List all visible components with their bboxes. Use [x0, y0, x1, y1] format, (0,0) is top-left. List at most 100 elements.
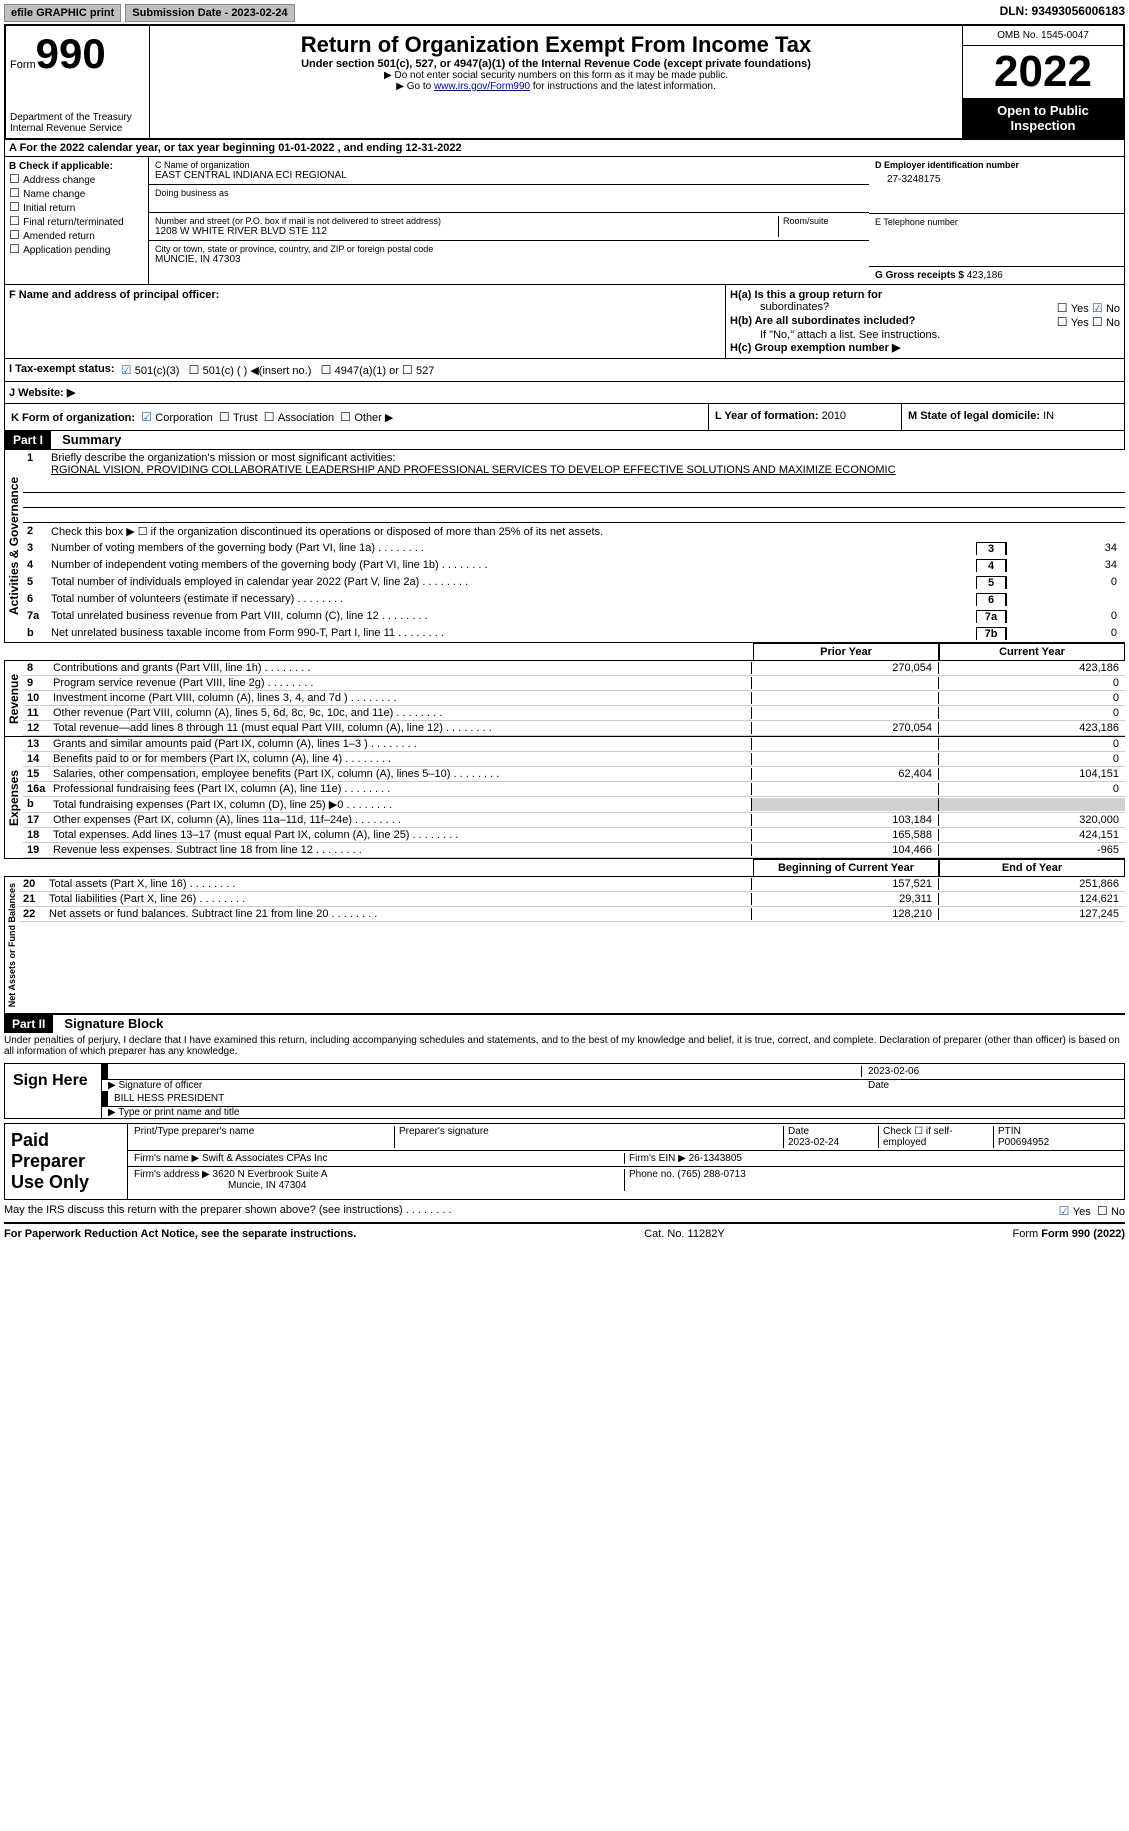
form-subtitle: Under section 501(c), 527, or 4947(a)(1)… [156, 58, 956, 70]
mission-lbl: Briefly describe the organization's miss… [51, 452, 395, 464]
fin-row: 22Net assets or fund balances. Subtract … [19, 907, 1125, 922]
note-goto-post: for instructions and the latest informat… [530, 81, 716, 92]
room-lbl: Room/suite [783, 216, 863, 226]
state-lbl: M State of legal domicile: [908, 410, 1040, 422]
pra-text: For Paperwork Reduction Act Notice, see … [4, 1228, 356, 1240]
fin-row: 16aProfessional fundraising fees (Part I… [23, 782, 1125, 797]
gov-row: bNet unrelated business taxable income f… [23, 625, 1125, 642]
eoy-hdr: End of Year [939, 859, 1125, 876]
fin-row: bTotal fundraising expenses (Part IX, co… [23, 797, 1125, 813]
irs-link[interactable]: www.irs.gov/Form990 [434, 81, 530, 92]
gov-row: 4Number of independent voting members of… [23, 557, 1125, 574]
gov-row: 7aTotal unrelated business revenue from … [23, 608, 1125, 625]
prep-date: 2023-02-24 [788, 1137, 839, 1148]
penalties-text: Under penalties of perjury, I declare th… [4, 1033, 1125, 1059]
part2-badge: Part II [4, 1015, 53, 1033]
tax-status-lbl: I Tax-exempt status: [9, 363, 115, 377]
chk-name[interactable]: Name change [9, 189, 85, 200]
vert-expenses: Expenses [4, 737, 23, 858]
org-name-lbl: C Name of organization [155, 160, 863, 170]
hb-yes[interactable]: Yes [1057, 317, 1089, 329]
preparer-block: Paid Preparer Use Only Print/Type prepar… [4, 1123, 1125, 1200]
chk-pending[interactable]: Application pending [9, 245, 110, 256]
discuss-yes[interactable]: Yes [1059, 1206, 1091, 1218]
section-a: A For the 2022 calendar year, or tax yea… [4, 140, 1125, 157]
officer-name-lbl: Type or print name and title [102, 1107, 1124, 1118]
omb-number: OMB No. 1545-0047 [963, 26, 1123, 46]
part2-title: Signature Block [56, 1014, 171, 1033]
sec-f-lbl: F Name and address of principal officer: [9, 289, 219, 301]
gross-value: 423,186 [967, 270, 1003, 281]
chk-trust[interactable]: Trust [219, 412, 258, 424]
fin-row: 20Total assets (Part X, line 16)157,5212… [19, 877, 1125, 892]
hb-no[interactable]: No [1092, 317, 1120, 329]
part1-revenue: Revenue 8Contributions and grants (Part … [4, 661, 1125, 737]
line2-text: Check this box ▶ ☐ if the organization d… [51, 525, 1121, 538]
boy-hdr: Beginning of Current Year [753, 859, 939, 876]
firm-addr: 3620 N Everbrook Suite A [213, 1169, 328, 1180]
ha-no[interactable]: No [1092, 303, 1120, 315]
dba-lbl: Doing business as [155, 188, 863, 198]
part2-header-row: Part II Signature Block [4, 1015, 1125, 1033]
sec-b-title: B Check if applicable: [9, 161, 113, 172]
discuss-row: May the IRS discuss this return with the… [4, 1200, 1125, 1224]
firm-lbl: Firm's name ▶ [134, 1153, 199, 1164]
sig-officer-lbl: Signature of officer [108, 1080, 868, 1091]
chk-527[interactable]: 527 [402, 363, 434, 377]
website-lbl: J Website: ▶ [9, 386, 75, 399]
chk-amended[interactable]: Amended return [9, 231, 95, 242]
discuss-text: May the IRS discuss this return with the… [4, 1204, 452, 1218]
sig-date-lbl: Date [868, 1080, 1118, 1091]
chk-corp[interactable]: Corporation [141, 412, 213, 424]
firm-ein: 26-1343805 [689, 1153, 742, 1164]
hb-note: If "No," attach a list. See instructions… [730, 329, 1120, 341]
firm-phone: (765) 288-0713 [677, 1169, 745, 1180]
chk-4947[interactable]: 4947(a)(1) or [321, 363, 399, 377]
chk-final[interactable]: Final return/terminated [9, 217, 124, 228]
section-i: I Tax-exempt status: 501(c)(3) 501(c) ( … [4, 359, 1125, 382]
sections-b-to-g: B Check if applicable: Address change Na… [4, 157, 1125, 285]
fin-row: 10Investment income (Part VIII, column (… [23, 691, 1125, 706]
sec-a-text: A For the 2022 calendar year, or tax yea… [9, 142, 462, 154]
fin-header-row: Prior YearCurrent Year [4, 643, 1125, 661]
sections-f-h: F Name and address of principal officer:… [4, 285, 1125, 359]
submission-btn[interactable]: Submission Date - 2023-02-24 [125, 4, 294, 22]
prep-sig-lbl: Preparer's signature [395, 1126, 784, 1148]
year-form-lbl: L Year of formation: [715, 410, 819, 422]
fin-row: 18Total expenses. Add lines 13–17 (must … [23, 828, 1125, 843]
sections-d-e-g: D Employer identification number 27-3248… [869, 157, 1124, 284]
chk-address[interactable]: Address change [9, 175, 95, 186]
efile-btn[interactable]: efile GRAPHIC print [4, 4, 121, 22]
discuss-no[interactable]: No [1097, 1206, 1125, 1218]
form-header: Form990 Department of the Treasury Inter… [4, 24, 1125, 140]
part1-badge: Part I [5, 431, 51, 449]
ptin-lbl: PTIN [998, 1126, 1021, 1137]
ha-lbl: H(a) Is this a group return for [730, 289, 882, 301]
year-form-val: 2010 [822, 410, 846, 422]
mission-text: RGIONAL VISION, PROVIDING COLLABORATIVE … [51, 464, 896, 476]
chk-501c3[interactable]: 501(c)(3) [121, 363, 180, 377]
firm-name: Swift & Associates CPAs Inc [202, 1153, 327, 1164]
fin-row: 11Other revenue (Part VIII, column (A), … [23, 706, 1125, 721]
org-name: EAST CENTRAL INDIANA ECI REGIONAL [155, 170, 863, 181]
cat-no: Cat. No. 11282Y [644, 1228, 725, 1240]
footer-row: For Paperwork Reduction Act Notice, see … [4, 1224, 1125, 1244]
chk-501c[interactable]: 501(c) ( ) ◀(insert no.) [189, 363, 312, 377]
form-title: Return of Organization Exempt From Incom… [156, 32, 956, 58]
ein-lbl: D Employer identification number [875, 160, 1019, 170]
part1-governance: Activities & Governance 1Briefly describ… [4, 450, 1125, 643]
ha-yes[interactable]: Yes [1057, 303, 1089, 315]
prep-date-lbl: Date [788, 1126, 809, 1137]
prior-year-hdr: Prior Year [753, 643, 939, 660]
chk-initial[interactable]: Initial return [9, 203, 75, 214]
form-label: Form [10, 59, 36, 71]
firm-addr-lbl: Firm's address ▶ [134, 1169, 210, 1180]
part1-netassets: Net Assets or Fund Balances 20Total asse… [4, 877, 1125, 1015]
irs-text: Internal Revenue Service [10, 123, 145, 134]
gov-row: 3Number of voting members of the governi… [23, 540, 1125, 557]
chk-assoc[interactable]: Association [264, 412, 334, 424]
sign-here-lbl: Sign Here [5, 1064, 102, 1118]
chk-other[interactable]: Other ▶ [340, 412, 393, 424]
fin-row: 14Benefits paid to or for members (Part … [23, 752, 1125, 767]
self-emp-lbl[interactable]: Check ☐ if self-employed [879, 1126, 994, 1148]
